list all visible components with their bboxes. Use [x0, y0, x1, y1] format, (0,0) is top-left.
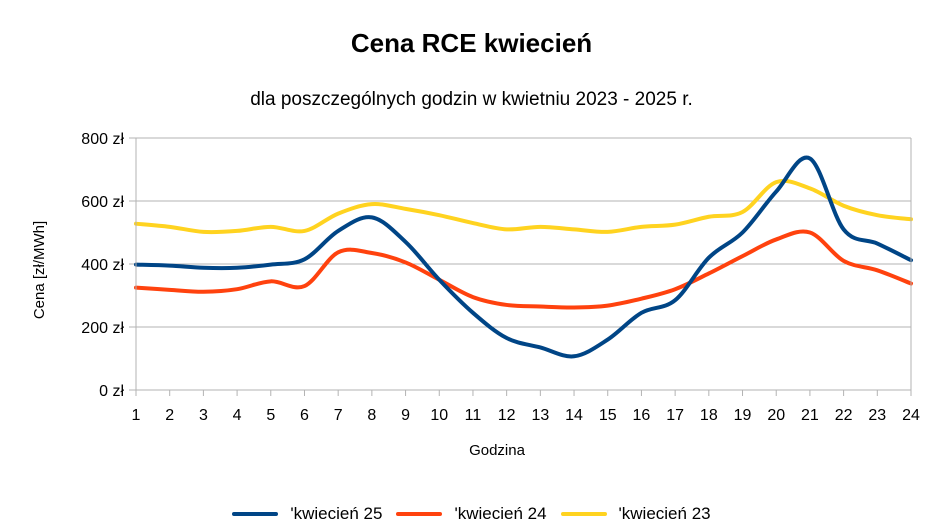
x-tick-label: 13	[531, 407, 549, 424]
legend-item: 'kwiecień 23	[560, 504, 711, 524]
x-tick-label: 4	[233, 407, 242, 424]
y-tick-label: 200 zł	[81, 320, 124, 337]
x-tick-label: 22	[835, 407, 853, 424]
series-line-2	[134, 178, 913, 235]
x-tick-label: 23	[868, 407, 886, 424]
x-tick-label: 17	[666, 407, 684, 424]
x-tick-label: 21	[801, 407, 819, 424]
legend-label: 'kwiecień 24	[454, 504, 547, 523]
y-tick-label: 0 zł	[99, 383, 124, 400]
series-lines	[134, 155, 913, 359]
chart-subtitle: dla poszczególnych godzin w kwietniu 202…	[250, 89, 693, 110]
x-tick-label: 15	[599, 407, 617, 424]
x-tick-label: 14	[565, 407, 583, 424]
legend: 'kwiecień 25 'kwiecień 24 'kwiecień 23	[0, 504, 943, 524]
series-line-1	[134, 229, 913, 310]
x-tick-label: 6	[300, 407, 309, 424]
x-tick-labels: 1 2 3 4 5 6 7 8 9 10 11 12 13 14 15 16 17 18 19 20 21 22 23 24	[132, 407, 920, 424]
x-tick-label: 5	[266, 407, 275, 424]
series-line-0	[134, 155, 913, 359]
x-tick-label: 2	[165, 407, 174, 424]
x-tick-label: 18	[700, 407, 718, 424]
x-tick-label: 8	[367, 407, 376, 424]
grid-lines	[129, 137, 911, 391]
axes	[135, 138, 912, 396]
x-axis-label: Godzina	[469, 442, 526, 459]
legend-item: 'kwiecień 24	[396, 504, 547, 524]
y-axis-label: Cena [zł/MWh]	[31, 221, 48, 319]
legend-label: 'kwiecień 23	[618, 504, 711, 523]
x-tick-label: 1	[132, 407, 141, 424]
x-tick-label: 16	[633, 407, 651, 424]
x-tick-label: 11	[465, 407, 482, 424]
y-tick-labels: 0 zł 200 zł 400 zł 600 zł 800 zł	[81, 131, 124, 400]
x-tick-label: 10	[430, 407, 448, 424]
x-tick-label: 12	[498, 407, 516, 424]
legend-item: 'kwiecień 25	[232, 504, 382, 524]
x-tick-label: 3	[199, 407, 208, 424]
legend-swatch	[560, 512, 607, 516]
legend-swatch	[396, 512, 443, 516]
legend-swatch	[232, 512, 279, 516]
x-tick-label: 24	[902, 407, 920, 424]
y-tick-label: 400 zł	[81, 257, 124, 274]
legend-label: 'kwiecień 25	[290, 504, 383, 523]
x-tick-label: 20	[767, 407, 785, 424]
chart-title: Cena RCE kwiecień	[350, 28, 593, 58]
x-tick-label: 7	[334, 407, 343, 424]
x-tick-label: 9	[401, 407, 410, 424]
y-tick-label: 800 zł	[81, 131, 124, 148]
y-tick-label: 600 zł	[81, 194, 124, 211]
x-tick-label: 19	[734, 407, 752, 424]
